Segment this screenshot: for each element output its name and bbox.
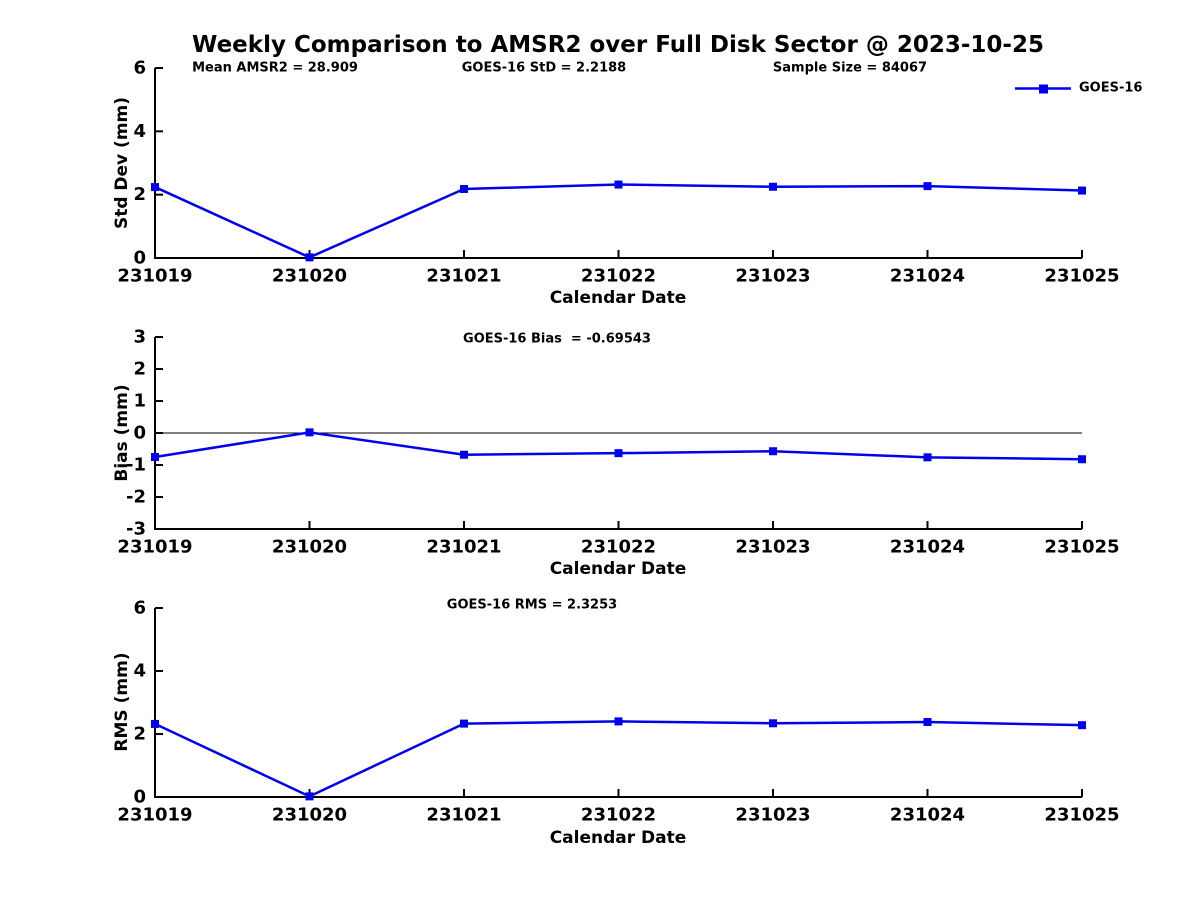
plot-bias: -3 -2 -1 0 1 2 3 231019 231020 231021 231022 231023… xyxy=(117,327,1119,558)
y-tick-label: 0 xyxy=(133,787,146,808)
x-tick-label: 231023 xyxy=(735,266,810,287)
x-tick-label: 231022 xyxy=(581,805,656,826)
y-tick-label: 3 xyxy=(133,327,146,348)
annotation-goes16-rms: GOES-16 RMS = 2.3253 xyxy=(446,597,618,613)
y-tick-label: 6 xyxy=(133,598,146,619)
data-point xyxy=(614,717,623,726)
y-tick-label: 1 xyxy=(133,391,146,412)
x-tick-label: 231019 xyxy=(117,537,192,558)
x-tick-label: 231024 xyxy=(890,537,965,558)
x-tick-label: 231019 xyxy=(117,266,192,287)
data-point xyxy=(151,183,159,192)
data-point xyxy=(923,182,932,191)
x-tick-label: 231025 xyxy=(1044,537,1119,558)
data-point xyxy=(1078,721,1086,730)
x-tick-label: 231024 xyxy=(890,805,965,826)
annotation-goes16-bias: GOES-16 Bias = -0.69543 xyxy=(463,331,651,347)
legend-label: GOES-16 xyxy=(1079,80,1143,96)
data-point xyxy=(305,253,314,262)
x-tick-label: 231020 xyxy=(272,805,347,826)
x-tick-label: 231021 xyxy=(426,266,501,287)
x-tick-label: 231023 xyxy=(735,537,810,558)
xlabel-stddev: Calendar Date xyxy=(549,288,687,308)
legend-marker-icon xyxy=(1039,84,1048,93)
data-point xyxy=(305,792,314,801)
plot-rms: 0 2 4 6 231019 231020 231021 231022 231023 231024… xyxy=(117,598,1119,826)
y-tick-label: 4 xyxy=(133,661,146,682)
data-point xyxy=(151,453,159,461)
data-point xyxy=(923,453,932,462)
data-point xyxy=(923,718,932,727)
x-tick-label: 231022 xyxy=(581,537,656,558)
y-tick-label: 6 xyxy=(133,58,146,79)
data-point xyxy=(460,719,468,728)
data-point xyxy=(769,447,777,456)
x-tick-label: 231025 xyxy=(1044,266,1119,287)
data-point xyxy=(1078,186,1086,195)
y-tick-label: -2 xyxy=(126,487,146,508)
y-tick-label: 4 xyxy=(133,121,146,142)
x-tick-label: 231024 xyxy=(890,266,965,287)
y-tick-label: 0 xyxy=(133,248,146,269)
data-point xyxy=(614,180,623,189)
data-point xyxy=(1078,455,1086,464)
legend: GOES-16 xyxy=(1014,81,1142,96)
y-tick-label: -1 xyxy=(126,455,146,476)
y-tick-label: 2 xyxy=(133,724,146,745)
x-tick-label: 231021 xyxy=(426,805,501,826)
x-tick-label: 231021 xyxy=(426,537,501,558)
data-line xyxy=(154,720,1083,798)
plot-stddev: 0 2 4 6 231019 231020 231021 231022 231023 231024… xyxy=(117,58,1119,287)
chart-title: Weekly Comparison to AMSR2 over Full Dis… xyxy=(192,32,1044,58)
data-point xyxy=(614,449,623,458)
y-tick-label: 2 xyxy=(133,184,146,205)
data-point xyxy=(769,182,777,191)
x-tick-label: 231019 xyxy=(117,805,192,826)
data-point xyxy=(305,428,314,437)
x-tick-label: 231022 xyxy=(581,266,656,287)
data-point xyxy=(151,719,159,728)
data-point xyxy=(460,184,468,193)
xlabel-bias: Calendar Date xyxy=(549,559,687,579)
x-tick-label: 231020 xyxy=(272,266,347,287)
x-tick-label: 231025 xyxy=(1044,805,1119,826)
y-tick-label: 0 xyxy=(133,423,146,444)
x-tick-label: 231023 xyxy=(735,805,810,826)
data-point xyxy=(769,719,777,728)
y-tick-label: 2 xyxy=(133,359,146,380)
x-tick-label: 231020 xyxy=(272,537,347,558)
data-point xyxy=(460,450,468,459)
legend-line-icon xyxy=(1015,84,1071,93)
annotation-goes16-std: GOES-16 StD = 2.2188 xyxy=(461,60,627,76)
y-tick-label: -3 xyxy=(126,519,146,540)
xlabel-rms: Calendar Date xyxy=(549,828,687,848)
data-line xyxy=(154,183,1083,259)
annotation-mean-amsr2: Mean AMSR2 = 28.909 xyxy=(192,60,358,76)
annotation-sample-size: Sample Size = 84067 xyxy=(772,60,928,76)
